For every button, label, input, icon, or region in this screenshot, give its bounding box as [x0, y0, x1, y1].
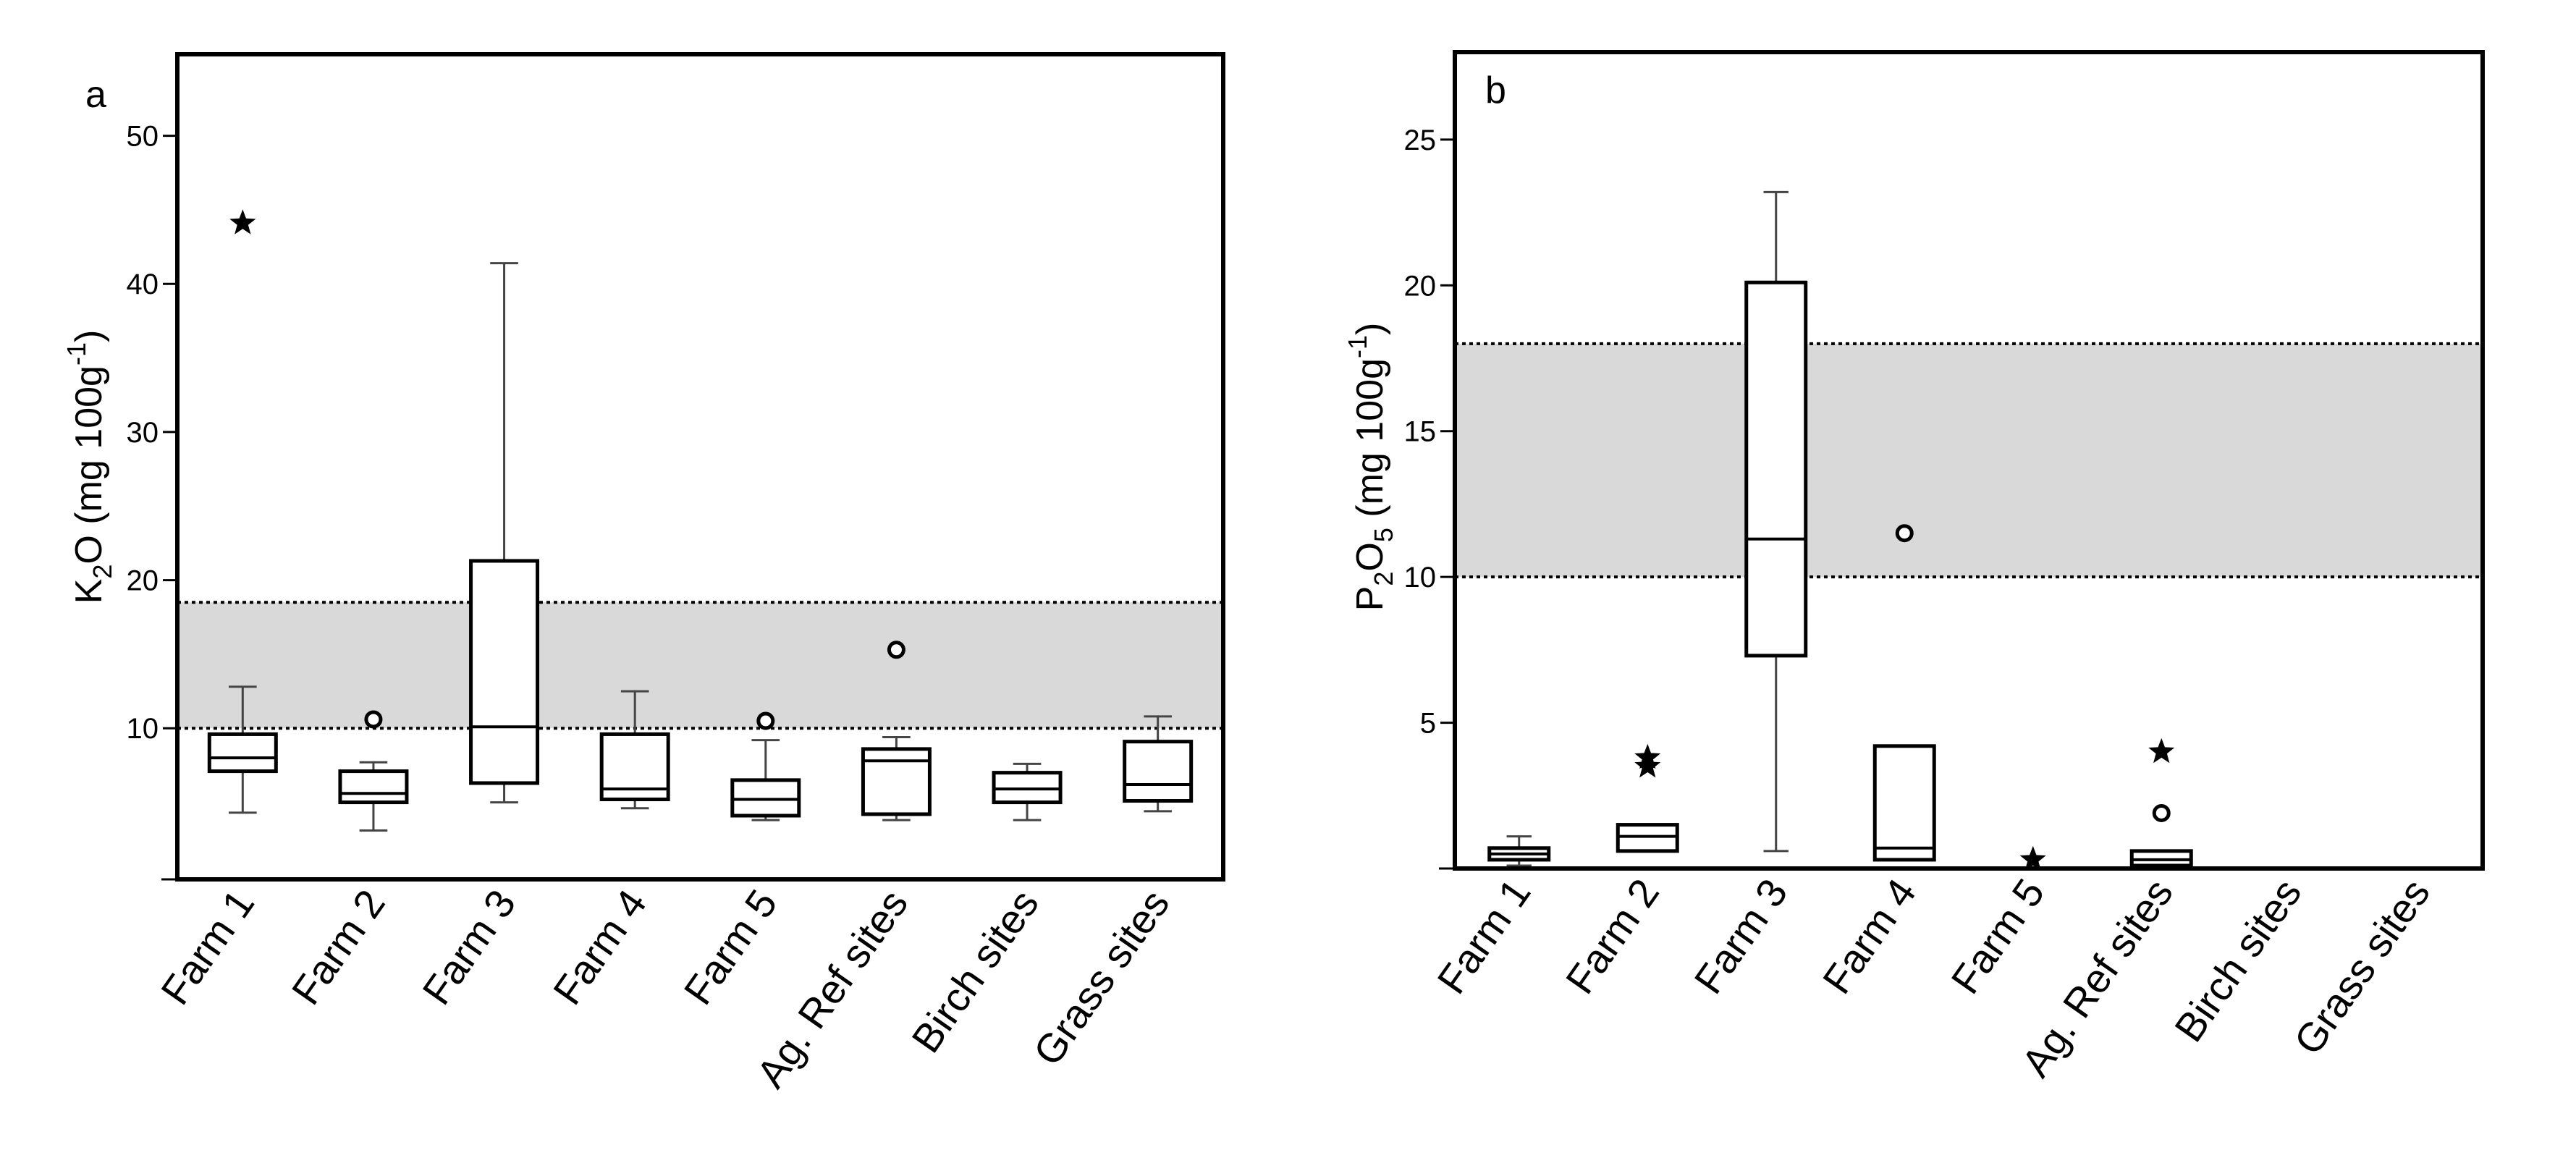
- y-tick-label: 20: [127, 565, 159, 597]
- box-4: [599, 690, 670, 810]
- outlier-star: [229, 209, 256, 234]
- box-3: [469, 262, 540, 804]
- box-1: [207, 685, 278, 814]
- box-5: [730, 739, 801, 821]
- y-tick-label: 15: [1404, 416, 1437, 448]
- outlier-circle: [364, 710, 383, 729]
- y-title-part: O: [1349, 542, 1391, 571]
- outlier-star: [2148, 738, 2175, 764]
- y-title-part: ): [68, 330, 110, 342]
- box-rect: [338, 769, 409, 805]
- outlier-circle: [2152, 803, 2171, 822]
- y-tick-label: 50: [127, 121, 159, 153]
- box-rect: [1872, 744, 1936, 862]
- box-rect: [1616, 823, 1679, 853]
- box-rect: [469, 559, 540, 785]
- box-6: [2129, 849, 2193, 868]
- box-rect: [992, 771, 1063, 805]
- box-rect: [1744, 280, 1808, 658]
- box-1: [1487, 835, 1551, 867]
- y-axis-title: K2O (mg 100g-1): [62, 330, 117, 604]
- box-6: [861, 736, 932, 821]
- outlier-star: [1634, 753, 1661, 778]
- box-rect: [861, 747, 932, 816]
- panel-label: a: [85, 74, 106, 116]
- y-tick-label: 10: [1404, 562, 1437, 593]
- y-tick-label: 10: [127, 713, 159, 745]
- box-3: [1744, 190, 1808, 853]
- y-title-part: K: [68, 578, 110, 604]
- y-axis-title: P2O5 (mg 100g-1): [1343, 323, 1398, 612]
- y-tick-label: 40: [127, 269, 159, 300]
- box-rect: [1123, 740, 1194, 803]
- y-title-subscript: 2: [88, 565, 117, 579]
- box-8: [1123, 715, 1194, 813]
- box-rect: [730, 778, 801, 818]
- y-tick-label: 20: [1404, 270, 1437, 302]
- plot-frame: [175, 52, 1225, 882]
- y-title-part: (mg 100g: [1349, 358, 1391, 528]
- y-title-superscript: -1: [62, 342, 91, 365]
- y-title-part: ): [1349, 323, 1391, 335]
- y-title-subscript: 2: [1369, 572, 1398, 586]
- box-rect: [207, 732, 278, 774]
- y-tick-label: 25: [1404, 124, 1437, 156]
- outlier-star: [2019, 845, 2046, 871]
- box-2: [338, 761, 409, 832]
- panel-label: b: [1485, 69, 1506, 111]
- reference-band: [177, 602, 1223, 729]
- box-2: [1616, 823, 1679, 853]
- box-4: [1872, 744, 1936, 862]
- y-title-part: O (mg 100g: [68, 365, 110, 565]
- outlier-circle: [1895, 524, 1914, 543]
- y-title-part: P: [1349, 586, 1391, 612]
- y-title-subscript: 5: [1369, 528, 1398, 542]
- outlier-circle: [756, 711, 775, 730]
- y-tick-label: 30: [127, 417, 159, 449]
- y-tick-label: 5: [1420, 708, 1436, 740]
- box-rect: [2129, 849, 2193, 868]
- y-title-superscript: -1: [1343, 335, 1372, 358]
- reference-band: [1455, 343, 2483, 578]
- plot-frame: [1453, 50, 2485, 871]
- outlier-circle: [887, 641, 905, 659]
- box-7: [992, 762, 1063, 821]
